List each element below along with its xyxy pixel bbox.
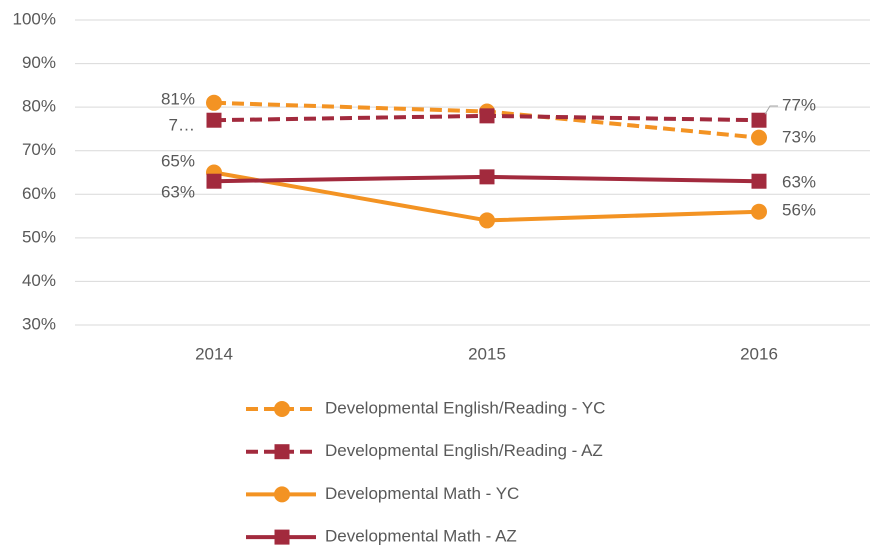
y-tick-label: 80% bbox=[22, 97, 56, 116]
legend-marker bbox=[274, 401, 290, 417]
legend-label: Developmental English/Reading - AZ bbox=[325, 441, 603, 460]
point bbox=[479, 212, 495, 229]
legend-label: Developmental Math - AZ bbox=[325, 527, 517, 546]
leader-line bbox=[764, 105, 778, 115]
point bbox=[479, 169, 495, 185]
y-tick-label: 90% bbox=[22, 53, 56, 72]
y-tick-label: 60% bbox=[22, 184, 56, 203]
point bbox=[751, 129, 767, 146]
point bbox=[751, 112, 767, 128]
data-label: 7… bbox=[169, 115, 195, 134]
data-label: 77% bbox=[782, 95, 816, 114]
point bbox=[206, 94, 222, 111]
data-label: 73% bbox=[782, 127, 816, 146]
x-tick-label: 2014 bbox=[195, 344, 233, 363]
legend-label: Developmental Math - YC bbox=[325, 484, 519, 503]
legend-marker bbox=[274, 529, 290, 545]
y-tick-label: 30% bbox=[22, 314, 56, 333]
point bbox=[479, 108, 495, 124]
point bbox=[206, 112, 222, 128]
data-label: 63% bbox=[782, 172, 816, 191]
legend-label: Developmental English/Reading - YC bbox=[325, 398, 605, 417]
data-label: 63% bbox=[161, 182, 195, 201]
legend-marker bbox=[274, 444, 290, 460]
data-label: 56% bbox=[782, 200, 816, 219]
y-tick-label: 70% bbox=[22, 140, 56, 159]
data-label: 81% bbox=[161, 89, 195, 108]
data-label: 65% bbox=[161, 151, 195, 170]
legend-marker bbox=[274, 486, 290, 503]
y-tick-label: 100% bbox=[13, 9, 56, 28]
point bbox=[206, 173, 222, 189]
point bbox=[751, 203, 767, 220]
y-tick-label: 50% bbox=[22, 227, 56, 246]
x-tick-label: 2016 bbox=[740, 344, 778, 363]
x-tick-label: 2015 bbox=[468, 344, 506, 363]
y-tick-label: 40% bbox=[22, 271, 56, 290]
point bbox=[751, 173, 767, 189]
